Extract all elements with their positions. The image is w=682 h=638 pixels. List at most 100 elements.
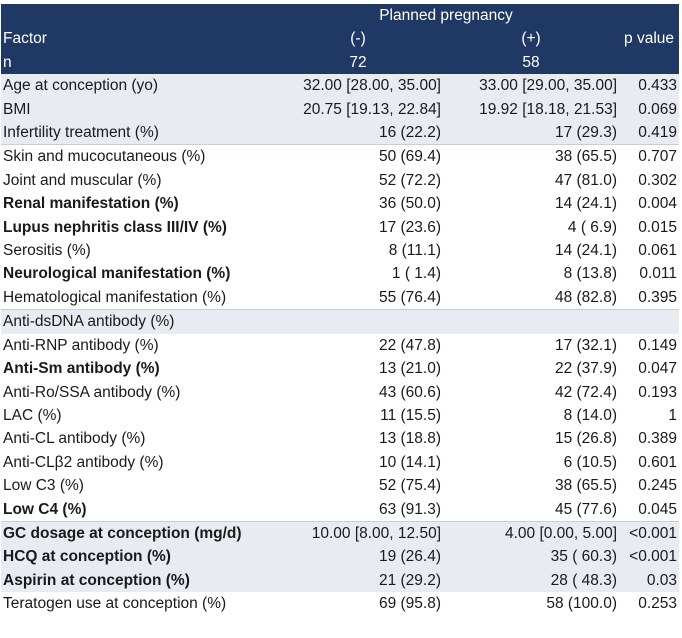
neg-value-cell: 1 ( 1.4) (273, 262, 443, 286)
p-value-cell: <0.001 (619, 520, 680, 546)
p-value-cell: 0.015 (619, 215, 680, 240)
neg-value-cell: 52 (72.2) (273, 168, 443, 193)
factor-cell: Anti-RNP antibody (%) (1, 333, 273, 358)
p-value-cell: 0.069 (619, 97, 680, 122)
table-row: HCQ at conception (%) 19 (26.4) 35 ( 60.3)… (1, 545, 680, 569)
table-row: Anti-RNP antibody (%) 22 (47.8) 17 (32.1) 0… (1, 333, 680, 358)
pos-value-cell: 38 (65.5) (443, 144, 620, 169)
pos-value-cell: 38 (65.5) (443, 474, 620, 498)
pos-value-cell: 8 (14.0) (443, 403, 620, 428)
table-row: Anti-Ro/SSA antibody (%) 43 (60.6) 42 (72.… (1, 380, 680, 404)
table-row: Anti-CL antibody (%) 13 (18.8) 15 (26.8) 0.… (1, 427, 680, 451)
pos-value-cell: 19.92 [18.18, 21.53] (443, 97, 620, 122)
table-row: Skin and mucocutaneous (%) 50 (69.4) 38 (6… (1, 144, 680, 169)
pos-header: (+) (443, 27, 620, 51)
pos-value-cell: 45 (77.6) (443, 497, 620, 522)
factor-cell: Renal manifestation (%) (1, 192, 273, 216)
neg-value-cell: 22 (47.8) (273, 333, 443, 358)
pos-value-cell: 17 (29.3) (443, 121, 620, 145)
planned-pregnancy-table: Planned pregnancy Factor (-) (+) p value… (1, 4, 680, 616)
factor-cell: Low C3 (%) (1, 474, 273, 498)
p-value-cell: 0.389 (619, 427, 680, 451)
pos-value-cell: 6 (10.5) (443, 450, 620, 475)
table-row: GC dosage at conception (mg/d) 10.00 [8.0… (1, 520, 680, 546)
header-blank-cell (619, 50, 680, 75)
pos-value-cell: 33.00 [29.00, 35.00] (443, 74, 620, 98)
factor-cell: Teratogen use at conception (%) (1, 592, 273, 616)
neg-value-cell: 8 (11.1) (273, 239, 443, 263)
p-value-cell: 0.245 (619, 474, 680, 498)
neg-value-cell: 21 (29.2) (273, 568, 443, 593)
factor-cell: Infertility treatment (%) (1, 121, 273, 145)
factor-cell: HCQ at conception (%) (1, 545, 273, 569)
table-row: Infertility treatment (%) 16 (22.2) 17 (29… (1, 121, 680, 145)
p-value-cell: 0.149 (619, 333, 680, 358)
header-row-group: Planned pregnancy (1, 4, 680, 28)
table-row: Renal manifestation (%) 36 (50.0) 14 (24.1… (1, 192, 680, 216)
table-row: Lupus nephritis class III/IV (%) 17 (23.6… (1, 215, 680, 240)
header-row-columns: Factor (-) (+) p value (1, 27, 680, 51)
p-value-cell: 0.061 (619, 239, 680, 263)
header-blank-cell (619, 4, 680, 28)
table-row: Hematological manifestation (%) 55 (76.4)… (1, 285, 680, 310)
table-row: Serositis (%) 8 (11.1) 14 (24.1) 0.061 (1, 239, 680, 263)
neg-value-cell: 13 (18.8) (273, 427, 443, 451)
factor-cell: Age at conception (yo) (1, 74, 273, 98)
group-label: Planned pregnancy (273, 4, 620, 28)
factor-cell: Aspirin at conception (%) (1, 568, 273, 593)
p-value-cell (619, 309, 680, 334)
table-row: Neurological manifestation (%) 1 ( 1.4) 8 … (1, 262, 680, 286)
neg-value-cell: 50 (69.4) (273, 144, 443, 169)
header-blank-cell (1, 4, 273, 28)
neg-value-cell: 19 (26.4) (273, 545, 443, 569)
header-row-n: n 72 58 (1, 50, 680, 75)
factor-cell: Low C4 (%) (1, 497, 273, 522)
p-value-cell: 0.004 (619, 192, 680, 216)
factor-cell: Joint and muscular (%) (1, 168, 273, 193)
n-label: n (1, 50, 273, 75)
factor-cell: BMI (1, 97, 273, 122)
pos-value-cell: 58 (100.0) (443, 592, 620, 616)
table-row: Teratogen use at conception (%) 69 (95.8)… (1, 592, 680, 616)
neg-value-cell (273, 309, 443, 334)
neg-value-cell: 43 (60.6) (273, 380, 443, 404)
pos-value-cell: 48 (82.8) (443, 285, 620, 310)
pos-value-cell: 22 (37.9) (443, 357, 620, 381)
table-row: Anti-Sm antibody (%) 13 (21.0) 22 (37.9) 0.… (1, 357, 680, 381)
p-value-cell: 0.601 (619, 450, 680, 475)
factor-cell: Anti-dsDNA antibody (%) (1, 309, 273, 334)
factor-cell: LAC (%) (1, 403, 273, 428)
p-value-cell: 1 (619, 403, 680, 428)
neg-value-cell: 20.75 [19.13, 22.84] (273, 97, 443, 122)
p-value-cell: 0.045 (619, 497, 680, 522)
pos-value-cell: 8 (13.8) (443, 262, 620, 286)
neg-value-cell: 55 (76.4) (273, 285, 443, 310)
p-value-cell: 0.395 (619, 285, 680, 310)
p-value-cell: 0.253 (619, 592, 680, 616)
neg-value-cell: 10.00 [8.00, 12.50] (273, 520, 443, 546)
neg-value-cell: 10 (14.1) (273, 450, 443, 475)
p-value-cell: 0.419 (619, 121, 680, 145)
n-pos: 58 (443, 50, 620, 75)
table-row: Aspirin at conception (%) 21 (29.2) 28 ( 4… (1, 568, 680, 593)
pos-value-cell: 17 (32.1) (443, 333, 620, 358)
neg-value-cell: 11 (15.5) (273, 403, 443, 428)
pos-value-cell: 14 (24.1) (443, 239, 620, 263)
factor-header: Factor (1, 27, 273, 51)
pos-value-cell (443, 309, 620, 334)
p-value-cell: <0.001 (619, 545, 680, 569)
table-row: Low C4 (%) 63 (91.3) 45 (77.6) 0.045 (1, 497, 680, 522)
factor-cell: Skin and mucocutaneous (%) (1, 144, 273, 169)
p-value-cell: 0.302 (619, 168, 680, 193)
neg-value-cell: 32.00 [28.00, 35.00] (273, 74, 443, 98)
pos-value-cell: 14 (24.1) (443, 192, 620, 216)
p-value-cell: 0.011 (619, 262, 680, 286)
neg-value-cell: 13 (21.0) (273, 357, 443, 381)
pos-value-cell: 4 ( 6.9) (443, 215, 620, 240)
table-row: Anti-dsDNA antibody (%) (1, 309, 680, 334)
p-value-cell: 0.193 (619, 380, 680, 404)
table-row: BMI 20.75 [19.13, 22.84] 19.92 [18.18, 21.… (1, 97, 680, 122)
neg-value-cell: 52 (75.4) (273, 474, 443, 498)
neg-value-cell: 63 (91.3) (273, 497, 443, 522)
neg-value-cell: 36 (50.0) (273, 192, 443, 216)
